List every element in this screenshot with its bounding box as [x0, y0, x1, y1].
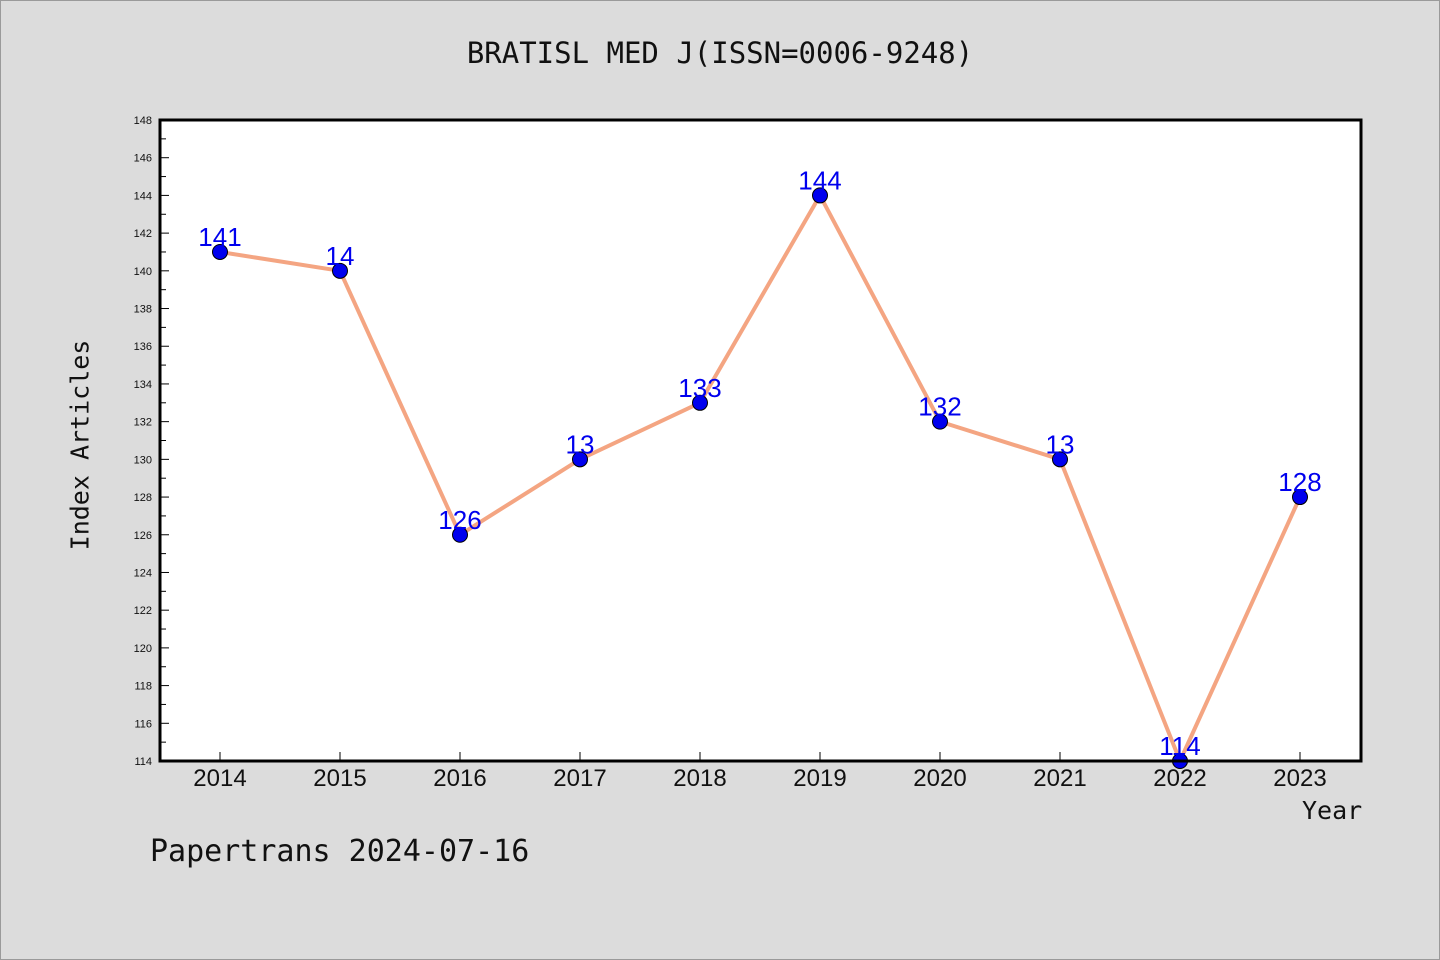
data-point	[692, 394, 708, 411]
data-point	[932, 413, 948, 430]
y-tick-label: 128	[134, 492, 152, 504]
y-tick-label: 136	[134, 341, 152, 353]
y-tick-label: 132	[134, 417, 152, 429]
y-axis-ticks: 114 116 118 120 122 124 126 128 130 132 134 136 138 1…	[134, 115, 169, 768]
x-tick-label: 2018	[673, 765, 726, 792]
series-line	[218, 193, 1302, 763]
x-tick-label: 2019	[793, 765, 846, 792]
series-line-group	[218, 193, 1302, 763]
x-tick-label: 2020	[913, 765, 966, 792]
data-point	[572, 451, 588, 468]
x-tick-label: 2022	[1153, 765, 1206, 792]
x-tick-label: 2014	[193, 765, 246, 792]
y-tick-label: 126	[134, 530, 152, 542]
data-label: 13	[566, 429, 595, 459]
y-tick-label: 116	[134, 718, 152, 730]
plot-border	[158, 118, 1363, 763]
x-tick-label: 2015	[313, 765, 366, 792]
y-tick-label: 130	[134, 454, 152, 466]
x-tick-label: 2017	[553, 765, 606, 792]
x-tick-label: 2021	[1033, 765, 1086, 792]
data-point	[212, 243, 228, 260]
y-tick-label: 124	[134, 567, 152, 579]
y-tick-label: 118	[134, 681, 152, 693]
data-label: 141	[198, 222, 241, 252]
data-label: 126	[438, 505, 481, 535]
y-tick-label: 120	[134, 643, 152, 655]
x-tick-label: 2023	[1273, 765, 1326, 792]
chart-title: BRATISL MED J(ISSN=0006-9248)	[466, 36, 974, 70]
data-label: 128	[1278, 467, 1321, 497]
y-tick-label: 148	[134, 115, 152, 127]
y-tick-label: 140	[134, 266, 152, 278]
data-point	[452, 526, 468, 543]
x-axis-label: Year	[1302, 796, 1363, 825]
data-label: 13	[1046, 429, 1075, 459]
x-tick-label: 2016	[433, 765, 486, 792]
x-axis-ticks: 2014 2015 2016 2017 2018 2019 2020 2021 2022 2023	[193, 752, 1327, 792]
data-labels: 141 14 126 13 133 144 132 13 114 128	[198, 165, 1321, 761]
data-label: 144	[798, 165, 841, 195]
y-tick-label: 144	[134, 190, 152, 202]
y-tick-label: 142	[134, 228, 152, 240]
y-tick-label: 122	[134, 605, 152, 617]
plot-area	[160, 120, 1361, 761]
y-tick-label: 138	[134, 304, 152, 316]
y-tick-label: 134	[134, 379, 152, 391]
data-point	[1052, 451, 1068, 468]
footer-text: Papertrans 2024-07-16	[150, 834, 530, 869]
data-point	[812, 187, 828, 204]
data-label: 114	[1159, 731, 1200, 761]
data-label: 132	[918, 392, 961, 422]
y-tick-label: 146	[134, 153, 152, 165]
data-point	[1292, 489, 1308, 506]
data-label: 14	[326, 241, 355, 271]
data-label: 133	[678, 373, 721, 403]
data-point	[332, 262, 348, 279]
y-tick-label: 114	[134, 756, 152, 768]
